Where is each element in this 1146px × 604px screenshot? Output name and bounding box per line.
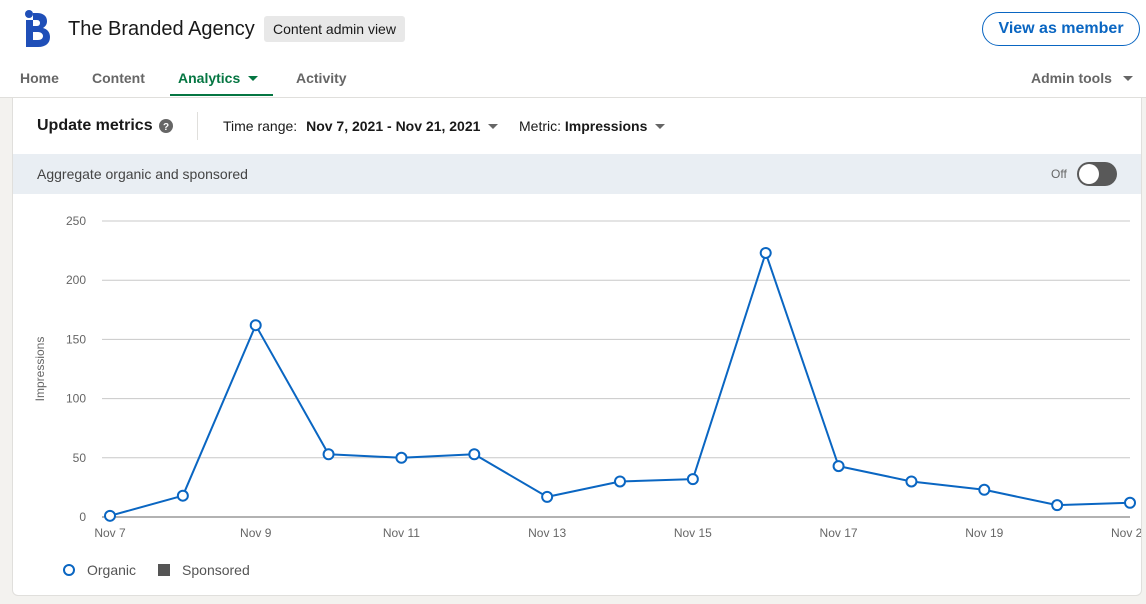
view-as-member-button[interactable]: View as member <box>982 12 1140 46</box>
data-point <box>759 246 772 259</box>
impressions-chart: 0 50 100 150 200 250 Impressions Nov 7 Nov 9 Nov … <box>33 214 1141 540</box>
data-point <box>395 451 408 464</box>
metric-label: Metric: <box>519 118 561 134</box>
tab-analytics-label: Analytics <box>178 70 241 86</box>
update-metrics-title: Update metrics <box>37 117 153 134</box>
y-tick-label: 150 <box>66 332 86 346</box>
tab-activity[interactable]: Activity <box>296 60 347 96</box>
help-icon[interactable]: ? <box>159 119 173 133</box>
y-axis-label: Impressions <box>33 337 47 402</box>
metric-value: Impressions <box>564 118 648 134</box>
x-tick-label: Nov 19 <box>965 526 1003 540</box>
x-tick-label: Nov 7 <box>94 526 126 540</box>
legend-organic-marker <box>63 564 75 576</box>
data-point <box>614 475 626 488</box>
chevron-down-icon <box>655 123 666 129</box>
aggregate-toggle[interactable] <box>1077 162 1117 186</box>
toggle-knob <box>1079 164 1099 184</box>
data-point <box>686 473 699 486</box>
x-tick-label: Nov 9 <box>240 526 272 540</box>
tab-home-label: Home <box>20 70 59 86</box>
x-tick-label: Nov 17 <box>820 526 858 540</box>
data-point <box>322 448 335 461</box>
legend-sponsored-marker <box>158 564 171 576</box>
data-point <box>104 509 116 522</box>
svg-text:?: ? <box>163 122 169 133</box>
toggle-state-label: Off <box>1051 167 1067 181</box>
time-range-dropdown[interactable]: Time range: Nov 7, 2021 - Nov 21, 2021 <box>223 116 499 136</box>
admin-tools-menu[interactable]: Admin tools <box>1031 60 1133 96</box>
data-point <box>176 489 189 502</box>
legend-item-organic[interactable]: Organic <box>63 562 136 578</box>
x-tick-label: Nov 13 <box>528 526 566 540</box>
y-tick-label: 100 <box>66 392 86 406</box>
x-tick-label: Nov 15 <box>674 526 712 540</box>
x-tick-label: Nov 21 <box>1111 526 1141 540</box>
chart-legend: Organic Sponsored <box>63 560 272 580</box>
time-range-label: Time range: <box>223 118 298 134</box>
tab-content-label: Content <box>92 70 145 86</box>
aggregate-bar: Aggregate organic and sponsored Off <box>13 154 1141 194</box>
data-point <box>978 483 991 496</box>
chevron-down-icon <box>1122 75 1133 81</box>
data-point <box>1051 499 1064 512</box>
admin-tools-label: Admin tools <box>1031 70 1112 86</box>
legend-item-sponsored[interactable]: Sponsored <box>158 562 250 578</box>
aggregate-label: Aggregate organic and sponsored <box>37 166 248 182</box>
y-tick-label: 250 <box>66 214 86 228</box>
analytics-card: Update metrics ? Time range: Nov 7, 2021… <box>12 98 1142 596</box>
y-tick-label: 0 <box>79 510 86 524</box>
chevron-down-icon <box>488 123 499 129</box>
chevron-down-icon <box>248 75 259 81</box>
data-point <box>541 490 554 503</box>
data-point <box>468 448 481 461</box>
y-tick-label: 200 <box>66 273 86 287</box>
x-tick-label: Nov 11 <box>383 526 420 540</box>
time-range-value: Nov 7, 2021 - Nov 21, 2021 <box>306 118 481 134</box>
tab-analytics[interactable]: Analytics <box>170 60 273 96</box>
content-admin-badge: Content admin view <box>264 16 405 42</box>
tab-home[interactable]: Home <box>20 60 59 96</box>
data-point <box>832 460 845 473</box>
legend-organic-label: Organic <box>87 562 137 578</box>
branded-agency-logo[interactable] <box>18 9 52 49</box>
tab-content[interactable]: Content <box>92 60 145 96</box>
controls-divider <box>197 112 198 140</box>
data-point <box>1124 496 1136 509</box>
data-point <box>249 319 262 332</box>
metric-dropdown[interactable]: Metric: Impressions <box>519 116 666 136</box>
page-header: The Branded Agency Content admin view Vi… <box>0 0 1146 98</box>
legend-sponsored-label: Sponsored <box>182 562 250 578</box>
org-name[interactable]: The Branded Agency <box>68 18 255 40</box>
metrics-controls: Update metrics ? Time range: Nov 7, 2021… <box>13 98 1141 154</box>
tab-activity-label: Activity <box>296 70 347 86</box>
data-point <box>905 475 918 488</box>
y-tick-label: 50 <box>73 451 87 465</box>
